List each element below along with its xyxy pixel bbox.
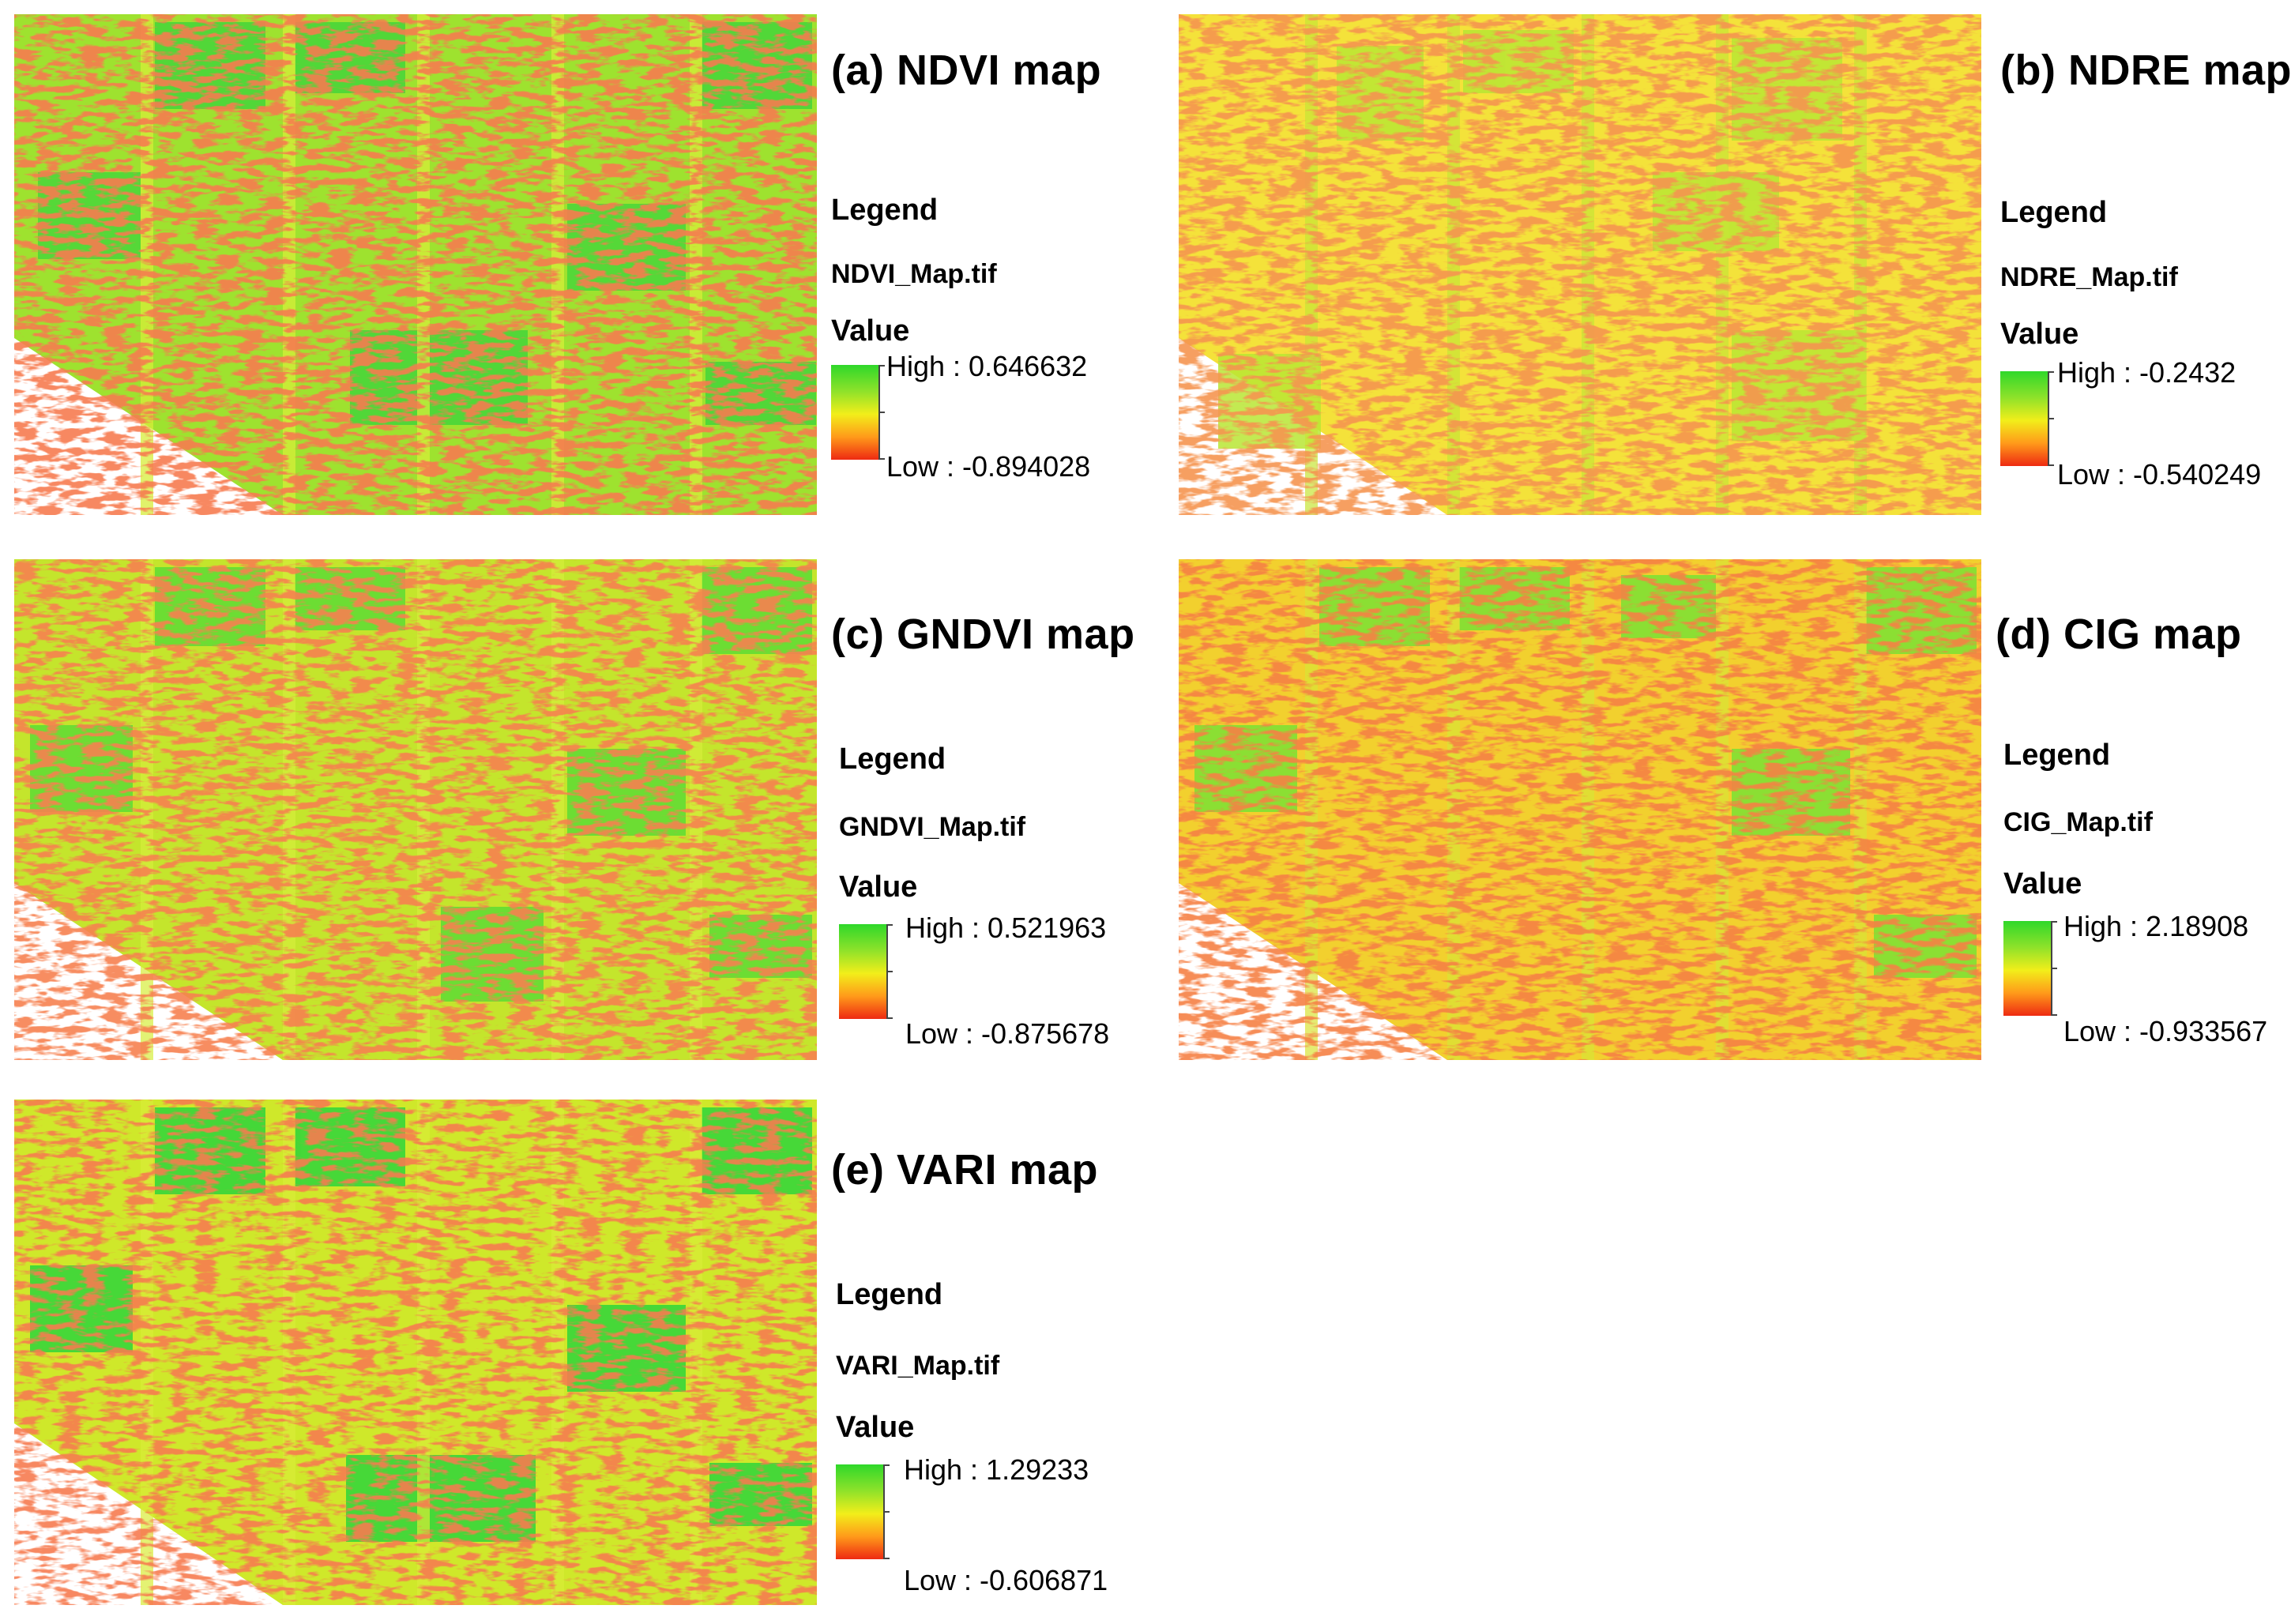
legend-raster-name: NDRE_Map.tif [2000,262,2178,292]
legend-value-label: Value [836,1411,915,1444]
legend-value-label: Value [839,870,918,904]
map-raster-b [1179,14,1981,515]
legend-high-value: High : 1.29233 [904,1453,1089,1486]
map-raster-a [14,14,817,515]
map-title: (c) GNDVI map [831,611,1135,658]
map-svg-b [1179,14,1981,515]
map-title: (e) VARI map [831,1146,1099,1194]
legend-heading: Legend [836,1278,943,1311]
map-title: (a) NDVI map [831,47,1102,94]
legend-color-ramp [831,365,878,460]
legend-high-value: High : 0.646632 [886,350,1088,382]
legend-low-value: Low : -0.933567 [2063,1015,2268,1047]
legend-low-value: Low : -0.540249 [2057,458,2262,491]
legend-heading: Legend [2000,196,2108,229]
legend-raster-name: VARI_Map.tif [836,1351,1000,1381]
legend-heading: Legend [839,742,946,776]
map-raster-e [14,1100,817,1605]
legend-heading: Legend [2003,739,2111,772]
map-svg-d [1179,559,1981,1060]
legend-raster-name: GNDVI_Map.tif [839,812,1026,842]
map-title: (b) NDRE map [2000,47,2291,94]
legend-value-label: Value [831,314,910,348]
legend-heading: Legend [831,194,939,227]
map-raster-d [1179,559,1981,1060]
legend-color-ramp [839,924,886,1019]
legend-raster-name: CIG_Map.tif [2003,807,2153,837]
legend-high-value: High : 2.18908 [2063,910,2249,942]
legend-color-ramp [2000,371,2048,466]
map-svg-e [14,1100,817,1605]
map-svg-c [14,559,817,1060]
legend-high-value: High : 0.521963 [905,912,1107,944]
legend-low-value: Low : -0.875678 [905,1017,1110,1050]
legend-high-value: High : -0.2432 [2057,356,2236,389]
legend-low-value: Low : -0.606871 [904,1564,1108,1596]
legend-raster-name: NDVI_Map.tif [831,259,997,289]
map-raster-c [14,559,817,1060]
legend-color-ramp [2003,921,2051,1016]
legend-color-ramp [836,1464,883,1559]
legend-value-label: Value [2000,318,2079,351]
map-title: (d) CIG map [1996,611,2242,658]
legend-value-label: Value [2003,867,2082,900]
legend-low-value: Low : -0.894028 [886,450,1091,483]
map-svg-a [14,14,817,515]
